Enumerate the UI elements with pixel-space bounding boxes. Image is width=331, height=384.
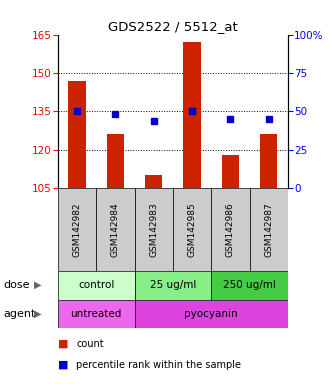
Text: pyocyanin: pyocyanin — [184, 309, 238, 319]
Bar — [211, 271, 288, 300]
Text: GSM142987: GSM142987 — [264, 202, 273, 257]
Bar — [69, 81, 86, 188]
Text: agent: agent — [3, 309, 36, 319]
Text: count: count — [76, 339, 104, 349]
Text: dose: dose — [3, 280, 30, 290]
Text: percentile rank within the sample: percentile rank within the sample — [76, 360, 241, 370]
Bar — [222, 155, 239, 188]
Bar — [135, 188, 173, 271]
Title: GDS2522 / 5512_at: GDS2522 / 5512_at — [108, 20, 238, 33]
Bar — [135, 300, 288, 328]
Bar — [183, 42, 201, 188]
Bar — [211, 188, 250, 271]
Text: control: control — [78, 280, 115, 290]
Bar — [260, 134, 277, 188]
Text: ■: ■ — [58, 360, 69, 370]
Bar — [58, 300, 135, 328]
Bar — [145, 175, 163, 188]
Bar — [173, 188, 211, 271]
Text: untreated: untreated — [71, 309, 122, 319]
Text: ▶: ▶ — [34, 309, 42, 319]
Text: GSM142984: GSM142984 — [111, 202, 120, 257]
Text: GSM142982: GSM142982 — [72, 202, 82, 257]
Text: 250 ug/ml: 250 ug/ml — [223, 280, 276, 290]
Bar — [58, 188, 96, 271]
Text: 25 ug/ml: 25 ug/ml — [150, 280, 196, 290]
Bar — [58, 271, 135, 300]
Text: GSM142983: GSM142983 — [149, 202, 158, 257]
Bar — [250, 188, 288, 271]
Text: GSM142986: GSM142986 — [226, 202, 235, 257]
Bar — [96, 188, 135, 271]
Text: ▶: ▶ — [34, 280, 42, 290]
Text: GSM142985: GSM142985 — [188, 202, 197, 257]
Bar — [107, 134, 124, 188]
Text: ■: ■ — [58, 339, 69, 349]
Bar — [135, 271, 211, 300]
